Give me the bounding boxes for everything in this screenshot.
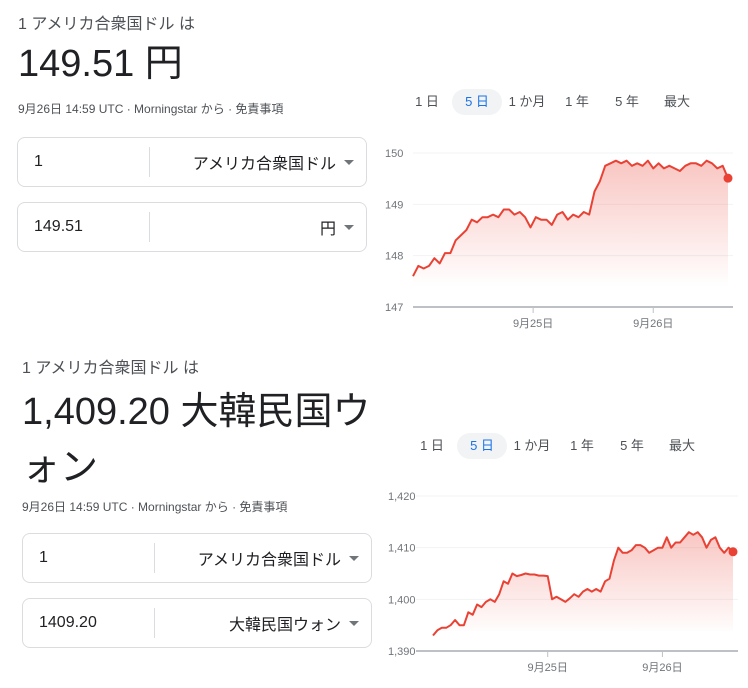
from-amount-field[interactable]: 1 アメリカ合衆国ドル — [17, 137, 367, 187]
tab-5y[interactable]: 5 年 — [620, 438, 644, 453]
from-currency-select[interactable]: アメリカ合衆国ドル — [155, 546, 371, 570]
price-chart[interactable]: 1,390 1,400 1,410 1,420 9月25日 9月26日 — [380, 480, 748, 688]
from-currency-select[interactable]: アメリカ合衆国ドル — [150, 150, 366, 174]
conversion-subtitle: 1 アメリカ合衆国ドル は — [18, 16, 195, 33]
chevron-down-icon — [349, 555, 359, 561]
tab-5d[interactable]: 5 日 — [457, 433, 507, 459]
price-area — [433, 532, 733, 636]
from-amount-input[interactable]: 1 — [23, 543, 155, 573]
to-amount-input[interactable]: 1409.20 — [23, 608, 155, 638]
conversion-result: 1,409.20 大韓民国ウォン — [22, 391, 371, 489]
price-area — [413, 160, 728, 287]
chevron-down-icon — [349, 620, 359, 626]
range-tabs: 1 日 5 日 1 か月 1 年 5 年 最大 — [402, 89, 702, 115]
price-chart[interactable]: 147 148 149 150 9月25日 9月26日 — [380, 140, 748, 340]
tab-5d[interactable]: 5 日 — [452, 89, 502, 115]
chevron-down-icon — [344, 224, 354, 230]
tab-1d[interactable]: 1 日 — [415, 94, 439, 109]
price-line — [432, 531, 734, 637]
y-tick-label: 149 — [385, 199, 403, 211]
to-currency-label: 円 — [319, 221, 336, 238]
source-meta: 9月26日 14:59 UTC · Morningstar から · 免責事項 — [18, 102, 284, 116]
y-tick-label: 1,420 — [388, 491, 416, 503]
to-amount-field[interactable]: 149.51 円 — [17, 202, 367, 252]
to-amount-input[interactable]: 149.51 — [18, 212, 150, 242]
tab-1d[interactable]: 1 日 — [420, 438, 444, 453]
tab-max[interactable]: 最大 — [663, 94, 690, 109]
x-tick-label: 9月25日 — [513, 318, 553, 330]
tab-1m[interactable]: 1 か月 — [513, 438, 551, 453]
y-tick-label: 1,390 — [388, 646, 416, 658]
y-tick-label: 1,410 — [388, 543, 416, 555]
x-tick-label: 9月26日 — [633, 318, 673, 330]
to-currency-select[interactable]: 円 — [150, 215, 366, 239]
conversion-result: 149.51 円 — [18, 43, 183, 85]
tab-max[interactable]: 最大 — [668, 438, 695, 453]
tab-1y[interactable]: 1 年 — [570, 438, 594, 453]
y-tick-label: 150 — [385, 148, 403, 160]
x-tick-label: 9月25日 — [528, 662, 568, 674]
y-tick-label: 147 — [385, 302, 403, 314]
from-amount-field[interactable]: 1 アメリカ合衆国ドル — [22, 533, 372, 583]
current-price-dot — [728, 547, 738, 557]
to-currency-select[interactable]: 大韓民国ウォン — [155, 611, 371, 635]
chevron-down-icon — [344, 159, 354, 165]
x-tick-label: 9月26日 — [642, 662, 682, 674]
from-currency-label: アメリカ合衆国ドル — [197, 552, 341, 569]
range-tabs: 1 日 5 日 1 か月 1 年 5 年 最大 — [407, 433, 707, 459]
tab-1y[interactable]: 1 年 — [565, 94, 589, 109]
price-line — [412, 159, 729, 277]
to-amount-field[interactable]: 1409.20 大韓民国ウォン — [22, 598, 372, 648]
current-price-dot — [723, 173, 733, 183]
source-meta: 9月26日 14:59 UTC · Morningstar から · 免責事項 — [22, 500, 288, 514]
y-tick-label: 1,400 — [388, 594, 416, 606]
to-currency-label: 大韓民国ウォン — [228, 617, 341, 634]
y-tick-label: 148 — [385, 251, 403, 263]
tab-5y[interactable]: 5 年 — [615, 94, 639, 109]
tab-1m[interactable]: 1 か月 — [508, 94, 546, 109]
from-currency-label: アメリカ合衆国ドル — [192, 156, 336, 173]
from-amount-input[interactable]: 1 — [18, 147, 150, 177]
conversion-subtitle: 1 アメリカ合衆国ドル は — [22, 360, 199, 377]
